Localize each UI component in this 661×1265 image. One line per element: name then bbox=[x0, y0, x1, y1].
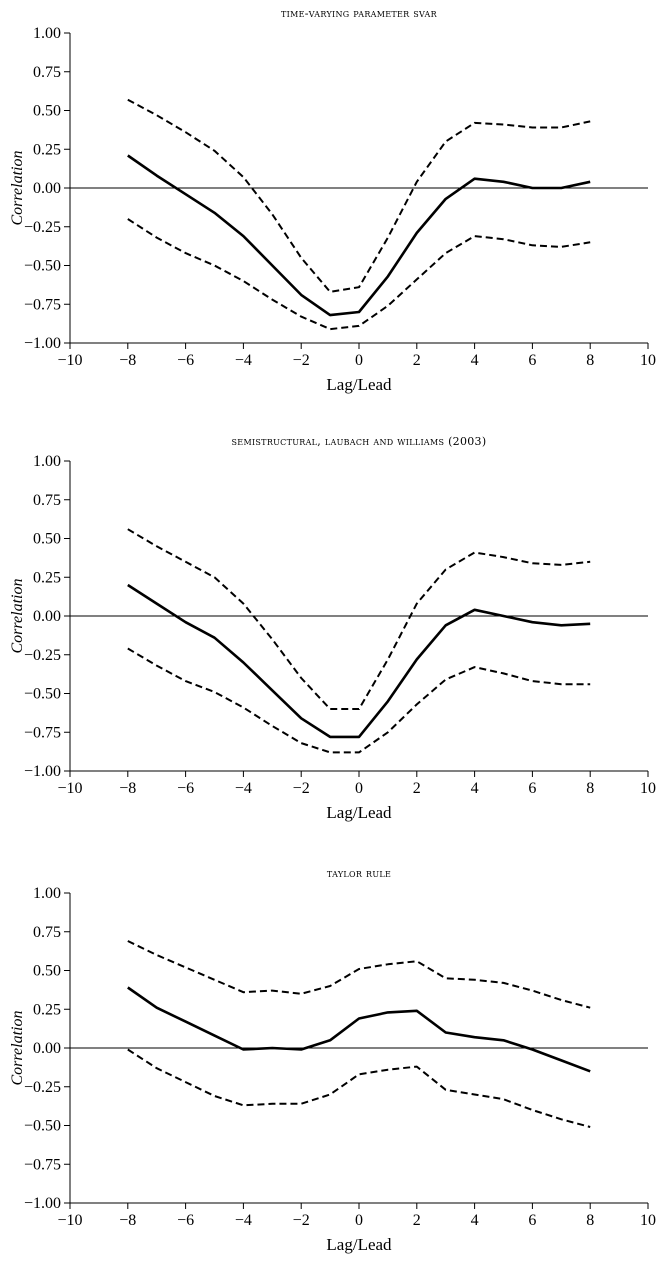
x-axis-label: Lag/Lead bbox=[326, 1235, 392, 1254]
x-tick-label: −2 bbox=[293, 352, 310, 369]
x-tick-label: 0 bbox=[355, 352, 363, 369]
x-tick-label: −2 bbox=[293, 1212, 310, 1229]
x-axis-label: Lag/Lead bbox=[326, 803, 392, 822]
y-tick-label: 0.25 bbox=[33, 141, 61, 158]
y-tick-label: −0.75 bbox=[24, 1156, 61, 1173]
chart-title: taylor rule bbox=[327, 867, 391, 880]
x-tick-label: 4 bbox=[471, 352, 479, 369]
y-tick-label: −1.00 bbox=[24, 763, 61, 780]
series-line-estimate bbox=[127, 154, 591, 317]
x-tick-label: −10 bbox=[57, 1212, 82, 1229]
x-tick-label: −8 bbox=[119, 1212, 136, 1229]
chart-panel-1: time-varying parameter svar 1.00 0.75 0.50 0… bbox=[9, 7, 656, 394]
x-tick-label: −4 bbox=[235, 780, 252, 797]
chart-title: time-varying parameter svar bbox=[281, 7, 438, 20]
y-tick-label: −0.50 bbox=[24, 258, 61, 275]
y-tick-label: −1.00 bbox=[24, 1195, 61, 1212]
series-line-lower bbox=[127, 1048, 591, 1128]
y-tick-label: −0.50 bbox=[24, 686, 61, 703]
x-tick-label: 0 bbox=[355, 780, 363, 797]
y-tick-label: −0.75 bbox=[24, 724, 61, 741]
y-tick-label: 0.25 bbox=[33, 1001, 61, 1018]
x-tick-label: 4 bbox=[471, 780, 479, 797]
y-tick-label: 0.00 bbox=[33, 608, 61, 625]
x-tick-label: 10 bbox=[640, 1212, 656, 1229]
x-axis-label: Lag/Lead bbox=[326, 375, 392, 394]
y-axis-label: Correlation bbox=[9, 579, 26, 654]
y-tick-label: 0.50 bbox=[33, 103, 61, 120]
y-tick-label: 0.50 bbox=[33, 963, 61, 980]
chart-panel-3: taylor rule 1.00 0.75 0.50 0.25 0.00 −0.25 −0.5… bbox=[9, 867, 656, 1254]
y-tick-label: −1.00 bbox=[24, 335, 61, 352]
y-tick-label: 1.00 bbox=[33, 25, 61, 42]
y-tick-label: 1.00 bbox=[33, 885, 61, 902]
x-tick-label: −6 bbox=[177, 780, 194, 797]
y-axis-label: Correlation bbox=[9, 151, 26, 226]
y-tick-label: 1.00 bbox=[33, 453, 61, 470]
y-tick-label: 0.50 bbox=[33, 531, 61, 548]
x-tick-label: 4 bbox=[471, 1212, 479, 1229]
series-line-estimate bbox=[127, 583, 591, 739]
series-line-upper bbox=[127, 528, 591, 710]
x-tick-label: 2 bbox=[413, 1212, 421, 1229]
x-tick-label: 6 bbox=[528, 1212, 536, 1229]
x-tick-label: −6 bbox=[177, 1212, 194, 1229]
x-tick-label: −10 bbox=[57, 780, 82, 797]
x-tick-label: 0 bbox=[355, 1212, 363, 1229]
x-tick-label: 10 bbox=[640, 780, 656, 797]
x-tick-label: −10 bbox=[57, 352, 82, 369]
x-tick-label: −2 bbox=[293, 780, 310, 797]
x-tick-label: −6 bbox=[177, 352, 194, 369]
y-tick-label: −0.25 bbox=[24, 219, 61, 236]
y-tick-label: −0.25 bbox=[24, 647, 61, 664]
y-tick-label: −0.75 bbox=[24, 296, 61, 313]
x-tick-label: −8 bbox=[119, 352, 136, 369]
x-tick-label: 8 bbox=[586, 780, 594, 797]
y-tick-label: 0.00 bbox=[33, 1040, 61, 1057]
y-axis-label: Correlation bbox=[9, 1011, 26, 1086]
x-tick-label: 6 bbox=[528, 352, 536, 369]
x-tick-label: 8 bbox=[586, 352, 594, 369]
series-line-lower bbox=[127, 218, 591, 331]
x-tick-label: −4 bbox=[235, 352, 252, 369]
series-line-estimate bbox=[127, 986, 591, 1073]
x-tick-label: 2 bbox=[413, 780, 421, 797]
chart-panel-2: semistructural, laubach and williams (20… bbox=[9, 435, 656, 822]
series-line-lower bbox=[127, 647, 591, 754]
y-tick-label: 0.75 bbox=[33, 924, 61, 941]
series-line-upper bbox=[127, 940, 591, 1009]
x-tick-label: 8 bbox=[586, 1212, 594, 1229]
y-tick-label: 0.75 bbox=[33, 64, 61, 81]
x-tick-label: −4 bbox=[235, 1212, 252, 1229]
y-tick-label: 0.25 bbox=[33, 569, 61, 586]
y-tick-label: 0.00 bbox=[33, 180, 61, 197]
series-line-upper bbox=[127, 98, 591, 293]
y-tick-label: −0.25 bbox=[24, 1079, 61, 1096]
chart-title: semistructural, laubach and williams (20… bbox=[232, 435, 487, 448]
x-tick-label: 10 bbox=[640, 352, 656, 369]
x-tick-label: 2 bbox=[413, 352, 421, 369]
x-tick-label: 6 bbox=[528, 780, 536, 797]
y-tick-label: 0.75 bbox=[33, 492, 61, 509]
x-tick-label: −8 bbox=[119, 780, 136, 797]
y-tick-label: −0.50 bbox=[24, 1118, 61, 1135]
